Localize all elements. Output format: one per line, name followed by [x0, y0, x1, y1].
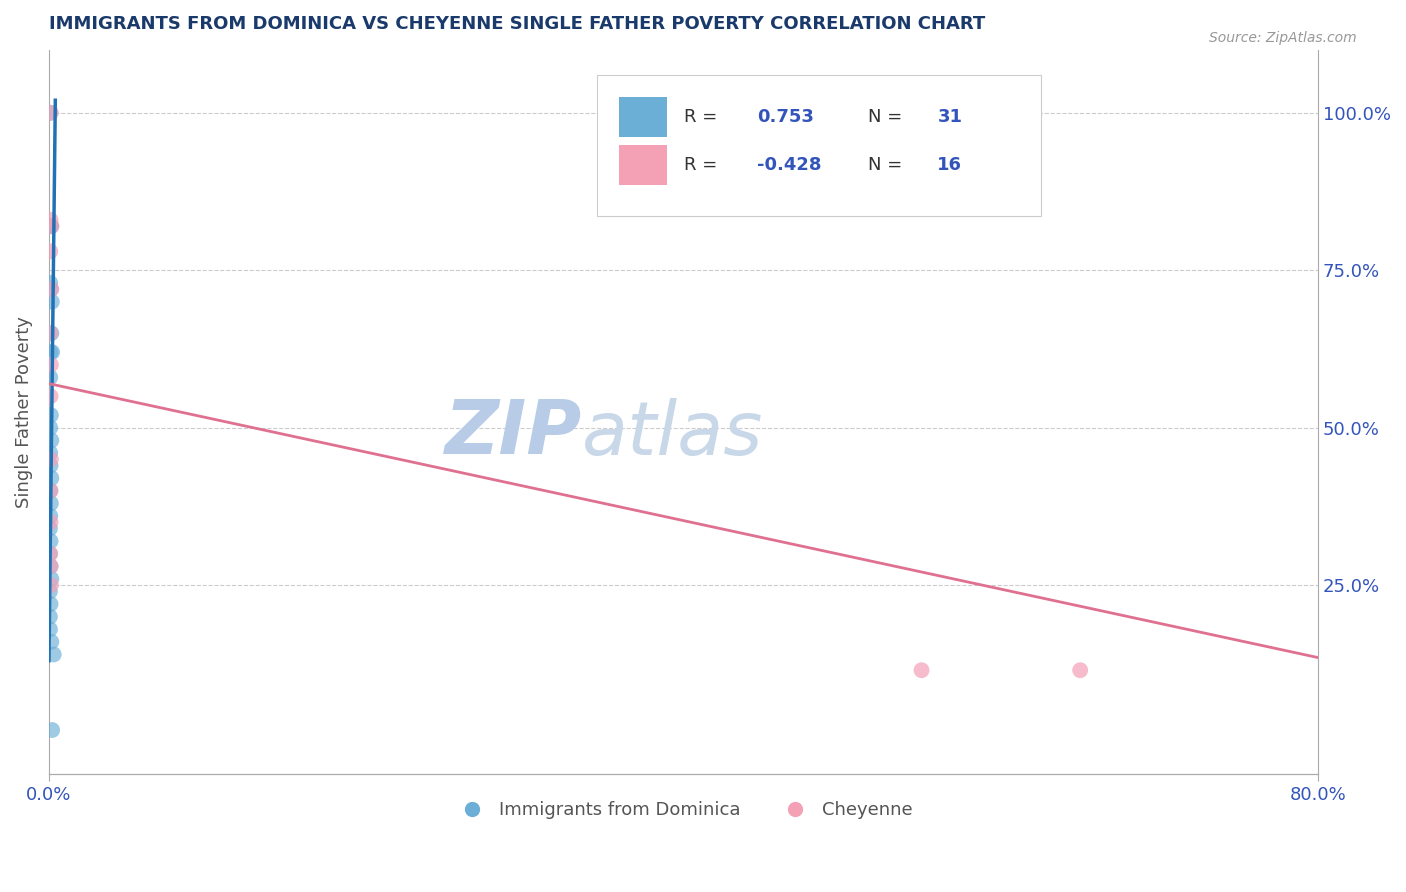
Point [41, 345, 63, 359]
Point [39, 547, 62, 561]
Point [41, 434, 63, 448]
Point [39, 508, 62, 523]
FancyBboxPatch shape [619, 97, 666, 136]
Point [41, 635, 63, 649]
Point [39, 213, 62, 227]
Point [39, 496, 62, 510]
Text: -0.428: -0.428 [758, 156, 821, 174]
Point [39, 408, 62, 422]
Legend: Immigrants from Dominica, Cheyenne: Immigrants from Dominica, Cheyenne [447, 794, 920, 827]
Point [39, 282, 62, 296]
Point [39, 370, 62, 384]
Point [41, 219, 63, 234]
Point [39, 559, 62, 574]
Point [39, 421, 62, 435]
Text: N =: N = [868, 108, 908, 126]
Text: N =: N = [868, 156, 908, 174]
Point [39, 534, 62, 549]
Text: ZIP: ZIP [444, 397, 582, 470]
Text: 16: 16 [938, 156, 962, 174]
Point [39, 105, 62, 120]
Point [39, 547, 62, 561]
Text: atlas: atlas [582, 398, 763, 470]
Point [41, 282, 63, 296]
Text: R =: R = [683, 156, 723, 174]
Point [39, 483, 62, 498]
Point [39, 244, 62, 259]
Point [41, 326, 63, 341]
Point [39, 389, 62, 403]
Point [39, 609, 62, 624]
Point [41, 219, 63, 234]
Point [41, 294, 63, 309]
Point [39, 276, 62, 290]
Point [39, 219, 62, 234]
FancyBboxPatch shape [598, 75, 1042, 217]
Point [39, 358, 62, 372]
Point [39, 559, 62, 574]
Point [39, 452, 62, 467]
Point [39, 521, 62, 535]
Y-axis label: Single Father Poverty: Single Father Poverty [15, 316, 32, 508]
Text: IMMIGRANTS FROM DOMINICA VS CHEYENNE SINGLE FATHER POVERTY CORRELATION CHART: IMMIGRANTS FROM DOMINICA VS CHEYENNE SIN… [49, 15, 986, 33]
Point [39, 597, 62, 611]
Point [910, 663, 932, 677]
Point [42, 648, 65, 662]
Point [41, 471, 63, 485]
Text: Source: ZipAtlas.com: Source: ZipAtlas.com [1209, 31, 1357, 45]
FancyBboxPatch shape [619, 145, 666, 186]
Point [39, 584, 62, 599]
Point [41, 572, 63, 586]
Text: R =: R = [683, 108, 723, 126]
Point [39, 458, 62, 473]
Point [39, 515, 62, 529]
Point [41, 723, 63, 737]
Point [39, 345, 62, 359]
Point [39, 483, 62, 498]
Point [39, 578, 62, 592]
Point [39, 622, 62, 636]
Point [39, 326, 62, 341]
Text: 31: 31 [938, 108, 962, 126]
Point [39, 105, 62, 120]
Text: 0.753: 0.753 [758, 108, 814, 126]
Point [1069, 663, 1091, 677]
Point [39, 446, 62, 460]
